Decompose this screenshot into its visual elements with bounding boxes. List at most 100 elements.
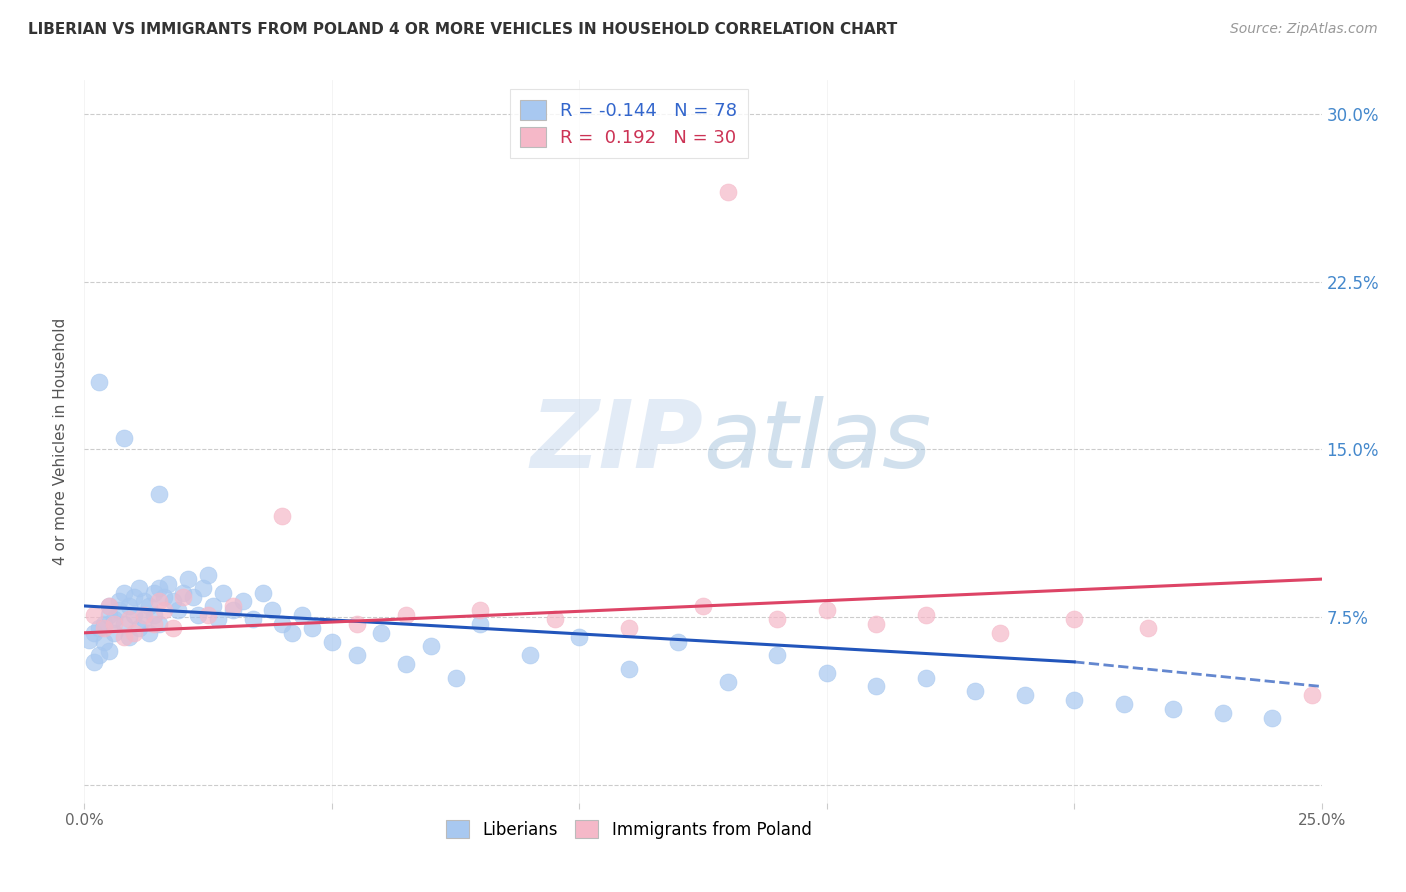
- Point: [93, 634, 115, 648]
- Point: [222, 603, 245, 617]
- Point: [132, 594, 155, 608]
- Point: [301, 621, 323, 635]
- Point: [148, 581, 170, 595]
- Point: [83, 625, 105, 640]
- Point: [122, 625, 145, 640]
- Point: [152, 603, 174, 617]
- Point: [167, 603, 190, 617]
- Point: [1014, 689, 1036, 703]
- Point: [148, 616, 170, 631]
- Point: [419, 639, 441, 653]
- Point: [118, 630, 141, 644]
- Point: [197, 607, 219, 622]
- Point: [148, 594, 170, 608]
- Point: [395, 657, 418, 672]
- Point: [666, 634, 689, 648]
- Point: [865, 680, 887, 694]
- Point: [1161, 702, 1184, 716]
- Point: [271, 509, 294, 524]
- Point: [568, 630, 591, 644]
- Point: [1301, 689, 1323, 703]
- Point: [543, 612, 565, 626]
- Point: [197, 567, 219, 582]
- Point: [1112, 698, 1135, 712]
- Point: [118, 612, 141, 626]
- Point: [128, 621, 150, 635]
- Text: LIBERIAN VS IMMIGRANTS FROM POLAND 4 OR MORE VEHICLES IN HOUSEHOLD CORRELATION C: LIBERIAN VS IMMIGRANTS FROM POLAND 4 OR …: [28, 22, 897, 37]
- Legend: Liberians, Immigrants from Poland: Liberians, Immigrants from Poland: [436, 810, 821, 848]
- Point: [1261, 711, 1284, 725]
- Text: atlas: atlas: [703, 396, 931, 487]
- Point: [815, 666, 838, 681]
- Point: [132, 612, 155, 626]
- Point: [262, 603, 284, 617]
- Point: [988, 625, 1011, 640]
- Point: [138, 599, 160, 613]
- Point: [444, 671, 467, 685]
- Point: [132, 607, 155, 622]
- Point: [914, 671, 936, 685]
- Point: [321, 634, 343, 648]
- Point: [865, 616, 887, 631]
- Point: [519, 648, 541, 662]
- Y-axis label: 4 or more Vehicles in Household: 4 or more Vehicles in Household: [53, 318, 69, 566]
- Point: [142, 616, 165, 631]
- Point: [157, 576, 180, 591]
- Point: [118, 599, 141, 613]
- Point: [617, 662, 640, 676]
- Point: [1063, 693, 1085, 707]
- Point: [103, 616, 125, 631]
- Point: [914, 607, 936, 622]
- Point: [346, 616, 368, 631]
- Point: [93, 616, 115, 631]
- Point: [191, 581, 214, 595]
- Point: [89, 376, 111, 390]
- Text: ZIP: ZIP: [530, 395, 703, 488]
- Point: [98, 607, 121, 622]
- Point: [112, 630, 135, 644]
- Point: [717, 675, 740, 690]
- Point: [617, 621, 640, 635]
- Point: [108, 594, 131, 608]
- Point: [89, 621, 111, 635]
- Point: [181, 590, 204, 604]
- Point: [152, 590, 174, 604]
- Point: [162, 621, 184, 635]
- Point: [79, 632, 101, 647]
- Point: [252, 585, 274, 599]
- Point: [128, 581, 150, 595]
- Point: [470, 616, 492, 631]
- Point: [172, 585, 194, 599]
- Point: [142, 607, 165, 622]
- Point: [291, 607, 314, 622]
- Point: [1212, 706, 1234, 721]
- Point: [1063, 612, 1085, 626]
- Point: [112, 585, 135, 599]
- Point: [692, 599, 714, 613]
- Point: [242, 612, 264, 626]
- Point: [148, 487, 170, 501]
- Point: [232, 594, 254, 608]
- Point: [271, 616, 294, 631]
- Point: [162, 594, 184, 608]
- Point: [98, 643, 121, 657]
- Point: [766, 612, 789, 626]
- Point: [395, 607, 418, 622]
- Point: [103, 612, 125, 626]
- Point: [98, 599, 121, 613]
- Point: [1137, 621, 1160, 635]
- Point: [142, 585, 165, 599]
- Point: [112, 431, 135, 445]
- Point: [202, 599, 225, 613]
- Point: [207, 612, 229, 626]
- Point: [815, 603, 838, 617]
- Point: [108, 603, 131, 617]
- Point: [89, 648, 111, 662]
- Point: [370, 625, 392, 640]
- Point: [717, 185, 740, 199]
- Point: [346, 648, 368, 662]
- Point: [212, 585, 235, 599]
- Point: [112, 616, 135, 631]
- Point: [172, 590, 194, 604]
- Point: [187, 607, 209, 622]
